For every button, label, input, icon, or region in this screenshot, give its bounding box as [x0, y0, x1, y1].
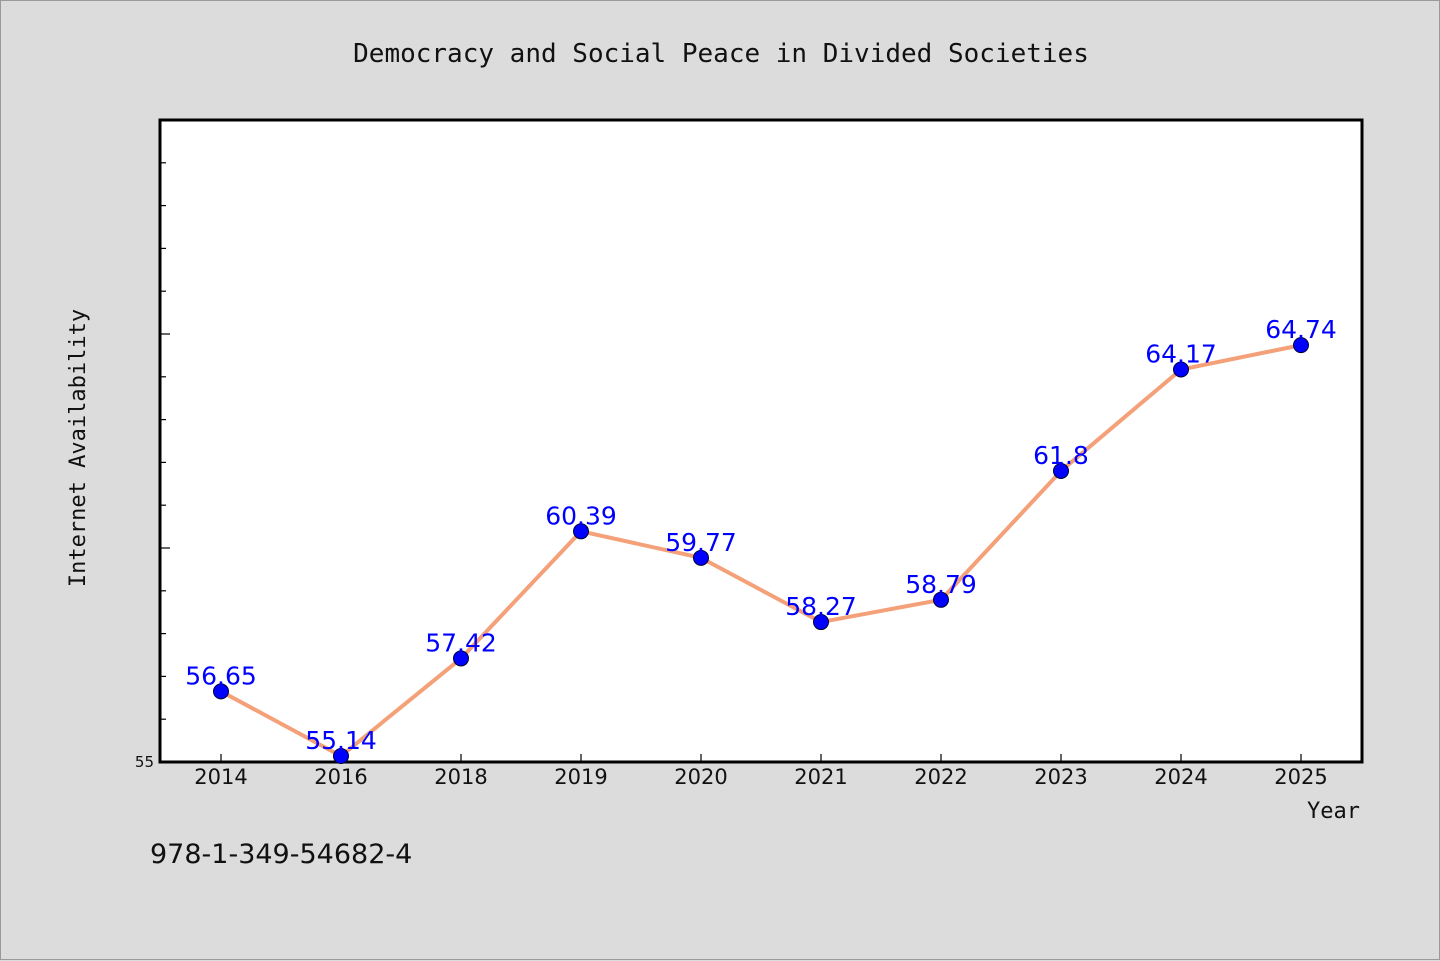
data-labels: 56.65 55.14 57.42 60.39 59.77 58.27 58.79 61.8 6… — [185, 315, 1337, 755]
series-line — [219, 343, 1303, 759]
y-tick-label: 55 — [135, 753, 154, 771]
data-point — [933, 591, 949, 608]
data-point — [1053, 462, 1069, 479]
data-label: 56.65 — [185, 661, 257, 690]
chart-title: Democracy and Social Peace in Divided So… — [353, 39, 1089, 69]
x-axis-tick-labels: 2014 2016 2018 2019 2020 2021 2022 2023 2024 2025 — [194, 765, 1327, 789]
x-tick-label: 2024 — [1154, 765, 1207, 789]
data-point — [1293, 337, 1309, 354]
plot-area — [158, 118, 1364, 764]
data-point — [453, 650, 469, 667]
x-axis-title: Year — [1307, 799, 1360, 824]
x-tick-label: 2016 — [314, 765, 367, 789]
x-tick-label: 2019 — [554, 765, 607, 789]
data-label: 64.74 — [1265, 315, 1337, 344]
x-tick-label: 2014 — [194, 765, 247, 789]
data-point — [333, 748, 349, 765]
y-axis-title: Internet Availability — [66, 309, 91, 587]
x-tick-label: 2020 — [674, 765, 727, 789]
data-label: 60.39 — [545, 501, 617, 530]
x-tick-label: 2022 — [914, 765, 967, 789]
x-tick-label: 2025 — [1274, 765, 1327, 789]
data-point — [813, 614, 829, 631]
series-markers — [213, 337, 1309, 765]
data-point — [693, 549, 709, 566]
x-tick-label: 2021 — [794, 765, 847, 789]
y-axis-tick-labels: 55 — [135, 753, 154, 771]
data-label: 58.27 — [785, 592, 857, 621]
y-axis-ticks — [160, 119, 170, 763]
data-label: 55.14 — [305, 726, 377, 755]
data-label: 59.77 — [665, 528, 737, 557]
data-point — [573, 523, 589, 540]
data-label: 57.42 — [425, 628, 497, 657]
data-label: 61.8 — [1033, 441, 1089, 470]
data-label: 64.17 — [1145, 340, 1217, 369]
x-tick-label: 2018 — [434, 765, 487, 789]
x-tick-label: 2023 — [1034, 765, 1087, 789]
data-point — [1173, 361, 1189, 378]
data-label: 58.79 — [905, 570, 977, 599]
data-point — [213, 683, 229, 700]
isbn-label: 978-1-349-54682-4 — [150, 839, 412, 870]
